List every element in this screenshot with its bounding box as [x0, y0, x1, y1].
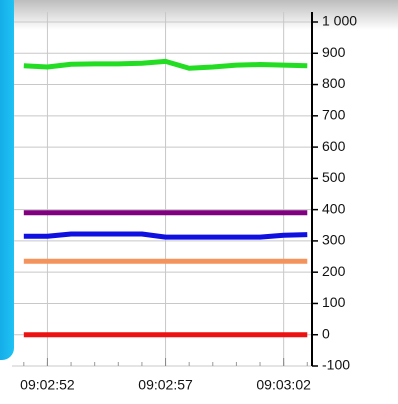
side-panel — [0, 0, 14, 360]
x-tick-label: 09:02:57 — [138, 377, 193, 393]
y-tick-label: -100 — [322, 357, 350, 373]
y-tick-label: 200 — [322, 263, 346, 279]
series-line — [23, 58, 308, 71]
y-tick-label: 700 — [322, 107, 346, 123]
y-tick-label: 300 — [322, 232, 346, 248]
x-tick-label: 09:03:02 — [256, 377, 311, 393]
y-tick-label: 900 — [322, 44, 346, 60]
y-tick-label: 500 — [322, 169, 346, 185]
series-line — [23, 231, 308, 240]
y-tick-label: 400 — [322, 200, 346, 216]
y-tick-label: 1 000 — [322, 13, 357, 29]
y-tick-label: 600 — [322, 138, 346, 154]
y-tick-label: 100 — [322, 294, 346, 310]
y-tick-label: 0 — [322, 325, 330, 341]
y-tick-label: 800 — [322, 75, 346, 91]
x-tick-label: 09:02:52 — [20, 377, 75, 393]
header-fade — [0, 0, 398, 30]
